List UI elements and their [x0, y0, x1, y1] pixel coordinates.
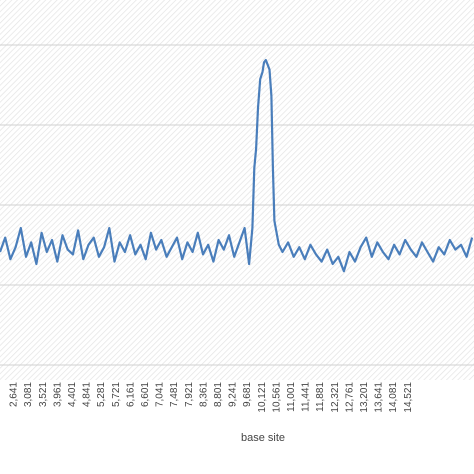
x-tick-label: 5,721	[111, 382, 122, 407]
x-tick-label: 13,201	[359, 382, 370, 413]
x-tick-label: 8,801	[213, 382, 224, 407]
x-tick-label: 11,881	[315, 382, 326, 412]
x-tick-label: 6,601	[140, 382, 151, 407]
x-tick-label: 8,361	[198, 382, 209, 407]
x-tick-label: 3,081	[23, 382, 34, 407]
x-tick-label: 4,401	[67, 382, 78, 407]
x-tick-label: 9,241	[228, 382, 239, 407]
x-tick-labels: 2,641 3,081 3,521 3,961 4,401 4,841 5,281 5,721…	[9, 382, 414, 413]
x-tick-label: 12,761	[344, 382, 355, 413]
x-tick-label: 5,281	[96, 382, 107, 407]
x-tick-label: 3,961	[52, 382, 63, 407]
x-tick-label: 10,561	[271, 382, 282, 413]
x-tick-label: 2,641	[9, 382, 20, 407]
series-layer	[0, 58, 474, 273]
series-line	[0, 58, 474, 273]
x-tick-label: 14,081	[388, 382, 399, 413]
x-tick-label: 7,481	[169, 382, 180, 407]
x-tick-label: 11,001	[286, 382, 297, 412]
x-tick-label: 10,121	[257, 382, 268, 413]
x-tick-label: 4,841	[82, 382, 93, 407]
plot-area-background	[0, 0, 474, 380]
x-axis-title: base site	[241, 432, 285, 444]
x-tick-label: 6,161	[125, 382, 136, 407]
x-tick-label: 14,521	[403, 382, 414, 413]
x-tick-label: 12,321	[330, 382, 341, 413]
x-tick-label: 7,041	[155, 382, 166, 407]
x-tick-label: 13,641	[374, 382, 385, 413]
gridlines	[0, 44, 474, 366]
x-tick-label: 11,441	[301, 382, 312, 412]
x-tick-label: 9,681	[242, 382, 253, 407]
x-tick-label: 7,921	[184, 382, 195, 407]
x-tick-label: 3,521	[38, 382, 49, 407]
